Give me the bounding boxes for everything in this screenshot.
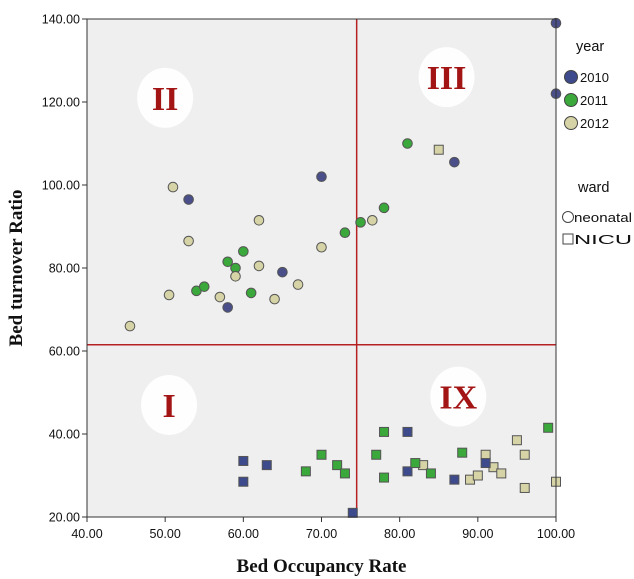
quadrant-glow — [430, 366, 487, 427]
legend-symbol-neonatal — [562, 211, 574, 223]
x-tick-label: 80.00 — [384, 527, 415, 541]
point-2010-nicu — [347, 507, 358, 518]
x-tick-label: 70.00 — [306, 527, 337, 541]
point-2011-nicu — [371, 449, 382, 460]
y-tick-label: 100.00 — [42, 179, 80, 193]
point-2010-neonatal — [183, 194, 194, 205]
legend-label-nicu: NICU — [574, 232, 632, 247]
point-2012-nicu — [480, 449, 491, 460]
quadrant-label: III — [427, 60, 467, 97]
x-tick-label: 60.00 — [228, 527, 259, 541]
point-2011-neonatal — [378, 202, 390, 214]
point-2012-neonatal — [230, 271, 241, 282]
x-tick-label: 40.00 — [71, 527, 102, 541]
legend-title-ward: ward — [577, 180, 609, 196]
point-2012-nicu — [472, 470, 483, 481]
point-2011-nicu — [379, 426, 390, 437]
y-tick-label: 60.00 — [49, 345, 80, 359]
legend-symbol-nicu — [562, 233, 574, 245]
x-axis-title: Bed Occupancy Rate — [237, 556, 407, 577]
y-tick-label: 20.00 — [49, 511, 80, 525]
legend-label-2012: 2012 — [580, 116, 609, 131]
point-2011-nicu — [457, 447, 468, 458]
point-2012-nicu — [519, 449, 530, 460]
point-2011-nicu — [300, 466, 311, 477]
y-axis-title: Bed turnover Ratio — [6, 190, 27, 347]
y-tick-label: 40.00 — [49, 428, 80, 442]
point-2010-neonatal — [222, 302, 233, 313]
point-2012-neonatal — [253, 214, 265, 226]
point-2012-neonatal — [367, 214, 378, 226]
y-tick-label: 140.00 — [42, 13, 80, 27]
quadrant-label: I — [162, 388, 175, 425]
point-2011-nicu — [425, 468, 436, 479]
quadrant-glow — [137, 67, 194, 128]
point-2012-neonatal — [167, 181, 179, 193]
point-2011-nicu — [316, 449, 327, 460]
point-2012-neonatal — [269, 293, 280, 305]
point-2011-nicu — [339, 468, 350, 479]
legend-swatch-2012 — [564, 116, 578, 130]
point-2012-neonatal — [124, 320, 136, 332]
x-tick-label: 100.00 — [537, 527, 575, 541]
point-2012-nicu — [433, 144, 444, 155]
point-2012-neonatal — [214, 291, 226, 303]
point-2010-nicu — [238, 455, 249, 466]
point-2010-nicu — [402, 426, 413, 437]
y-tick-label: 80.00 — [49, 262, 80, 276]
point-2011-neonatal — [355, 217, 366, 228]
legend-swatch-2011 — [564, 93, 578, 107]
quadrant-glow — [418, 47, 475, 108]
point-2012-neonatal — [163, 289, 175, 301]
point-2011-nicu — [410, 458, 421, 469]
legend-ward-entries: neonatal NICU — [562, 210, 632, 247]
legend-swatch-2010 — [564, 70, 578, 84]
point-2010-nicu — [449, 474, 460, 485]
point-2012-neonatal — [253, 260, 265, 272]
point-2011-neonatal — [245, 287, 257, 299]
point-2011-nicu — [543, 422, 554, 433]
point-2010-nicu — [238, 476, 249, 487]
y-tick-label: 120.00 — [42, 96, 80, 110]
point-2010-nicu — [402, 466, 413, 477]
point-2011-neonatal — [222, 256, 233, 268]
point-2011-neonatal — [198, 281, 210, 292]
point-2011-neonatal — [402, 138, 413, 149]
x-axis-ticks: 40.00 50.00 60.00 70.00 80.00 90.00 100.00 — [71, 517, 575, 541]
reference-lines — [87, 19, 556, 517]
quadrant-label: IX — [439, 380, 477, 417]
legend-year-entries: 2010 2011 2012 — [564, 70, 609, 131]
data-points — [124, 17, 562, 518]
legend-label-neonatal: neonatal — [574, 210, 632, 225]
legend-title-year: year — [576, 39, 604, 55]
y-axis-ticks: 20.00 40.00 60.00 80.00 100.00 120.00 140.00 — [42, 13, 87, 525]
quadrant-label: II — [152, 81, 178, 118]
quadrant-glows — [137, 47, 487, 435]
point-2011-nicu — [332, 460, 343, 471]
point-2012-neonatal — [292, 279, 304, 290]
quadrant-glow — [141, 374, 198, 435]
point-2012-neonatal — [316, 241, 327, 253]
x-tick-label: 50.00 — [150, 527, 181, 541]
point-2010-neonatal — [449, 156, 460, 168]
point-2012-nicu — [511, 435, 522, 446]
point-2010-neonatal — [277, 266, 288, 278]
legend-label-2011: 2011 — [580, 93, 608, 108]
point-2012-nicu — [519, 482, 530, 493]
point-2012-neonatal — [183, 235, 194, 247]
point-2012-nicu — [496, 468, 507, 479]
point-2010-neonatal — [316, 171, 327, 182]
point-2011-neonatal — [339, 227, 351, 239]
legend: year 2010 2011 2012 ward neonatal NICU — [562, 39, 632, 247]
x-tick-label: 90.00 — [462, 527, 493, 541]
point-2010-nicu — [261, 460, 272, 471]
point-2011-neonatal — [238, 246, 249, 257]
legend-label-2010: 2010 — [580, 70, 609, 85]
point-2010-nicu — [480, 458, 491, 469]
point-2011-nicu — [379, 472, 390, 483]
